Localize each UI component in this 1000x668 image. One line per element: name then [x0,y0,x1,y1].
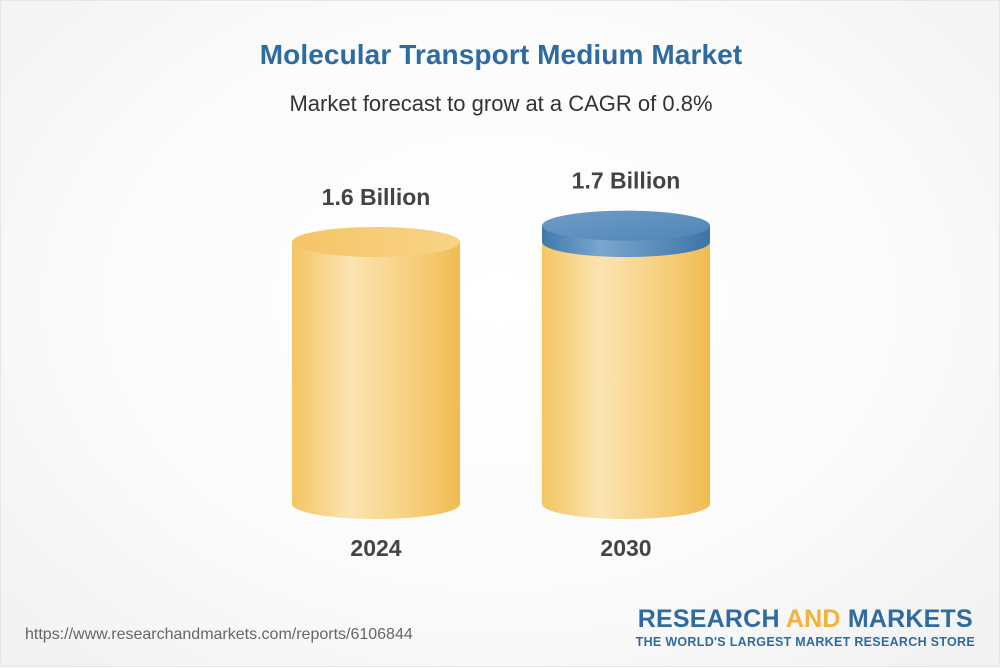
brand-tagline: THE WORLD'S LARGEST MARKET RESEARCH STOR… [635,635,975,649]
chart-title: Molecular Transport Medium Market [259,39,743,70]
brand-name-part1: RESEARCH [637,605,786,633]
chart-subtitle: Market forecast to grow at a CAGR of 0.8… [289,91,713,116]
source-url[interactable]: https://www.researchandmarkets.com/repor… [25,626,413,643]
brand-name: RESEARCH AND MARKETS [636,605,975,633]
value-label-2024: 1.6 Billion [322,184,431,210]
category-label-2030: 2030 [600,535,651,561]
brand-name-accent: AND [785,605,841,633]
cylinder-top-2024 [292,227,460,257]
cylinder-body-2024 [292,242,460,519]
value-label-2030: 1.7 Billion [572,168,681,194]
category-label-2024: 2024 [350,535,401,561]
brand-logo: RESEARCH AND MARKETS THE WORLD'S LARGEST… [636,605,975,649]
cylinder-body-2030 [542,242,710,519]
brand-name-part3: MARKETS [840,605,973,633]
cylinder-top-2030 [542,210,710,241]
